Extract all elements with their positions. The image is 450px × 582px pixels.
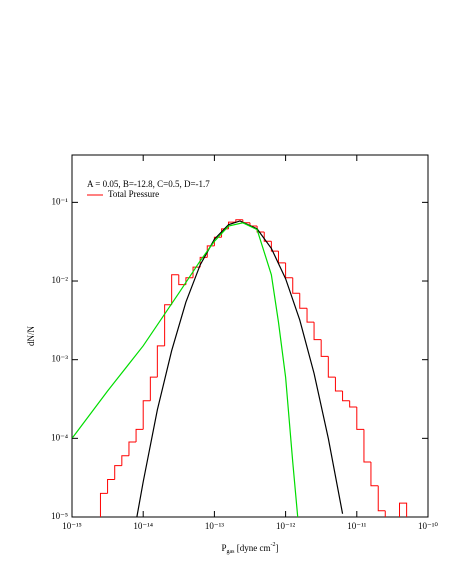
histogram-step xyxy=(327,356,336,378)
x-label-sub: gas xyxy=(227,549,236,555)
plot-area xyxy=(72,219,408,517)
histogram-step xyxy=(320,339,329,357)
plot-frame xyxy=(71,154,429,518)
x-tick-label: 10⁻¹⁴ xyxy=(133,521,153,531)
histogram-step xyxy=(164,304,172,346)
x-label-part: [dyne cm xyxy=(235,543,271,553)
histogram-step xyxy=(349,400,357,408)
histogram-step xyxy=(399,502,408,517)
histogram-step xyxy=(213,236,222,246)
histogram-step xyxy=(192,266,201,278)
histogram-step xyxy=(178,274,186,286)
annotation: A = 0.05, B=-12.8, C=0.5, D=-1.7 xyxy=(87,179,210,189)
histogram-step xyxy=(99,492,108,517)
histogram-step xyxy=(128,441,137,456)
y-tick-label: 10⁻¹ xyxy=(52,196,69,206)
histogram-step xyxy=(377,485,386,512)
x-axis-label: Pgas [dyne cm-2] xyxy=(221,542,278,555)
histogram-step xyxy=(135,428,144,442)
histogram-step xyxy=(156,345,165,378)
histogram-step xyxy=(270,241,279,252)
x-tick-label: 10⁻¹⁰ xyxy=(418,521,438,531)
histogram-step xyxy=(263,231,272,242)
histogram-step xyxy=(114,465,122,480)
histogram-step xyxy=(285,262,293,279)
y-tick-label: 10⁻⁴ xyxy=(51,432,68,442)
x-tick-label: 10⁻¹⁵ xyxy=(62,521,82,531)
y-tick-label: 10⁻² xyxy=(52,275,69,285)
legend-label: Total Pressure xyxy=(108,189,159,199)
y-tick-label: 10⁻⁵ xyxy=(51,511,68,521)
x-tick-label: 10⁻¹¹ xyxy=(347,521,366,531)
histogram-step xyxy=(171,274,179,305)
histogram-step xyxy=(235,219,243,223)
y-tick-label: 10⁻³ xyxy=(52,354,69,364)
histogram-step xyxy=(206,245,215,258)
histogram-step xyxy=(370,462,379,487)
histogram-step xyxy=(142,400,151,430)
histogram-step xyxy=(107,478,115,494)
x-tick-label: 10⁻¹³ xyxy=(205,521,224,531)
y-axis-label: dN/N xyxy=(26,326,36,347)
histogram-step xyxy=(121,455,129,466)
x-label-sup: -2 xyxy=(271,542,276,548)
histogram-step xyxy=(299,293,308,309)
curve xyxy=(136,220,344,517)
histogram-step xyxy=(363,429,371,463)
histogram-step xyxy=(334,377,343,392)
histogram-step xyxy=(292,277,300,294)
histogram-step xyxy=(306,308,315,323)
x-label-part: ] xyxy=(276,543,279,553)
histogram-step xyxy=(149,376,158,401)
curve xyxy=(72,222,299,517)
histogram-step xyxy=(342,390,350,402)
x-label-part: P xyxy=(221,543,226,553)
histogram-step xyxy=(256,226,265,233)
histogram-step xyxy=(384,510,386,517)
histogram-step xyxy=(277,251,286,264)
histogram-step xyxy=(313,322,322,341)
histogram-step xyxy=(356,407,364,430)
x-tick-label: 10⁻¹² xyxy=(276,521,295,531)
